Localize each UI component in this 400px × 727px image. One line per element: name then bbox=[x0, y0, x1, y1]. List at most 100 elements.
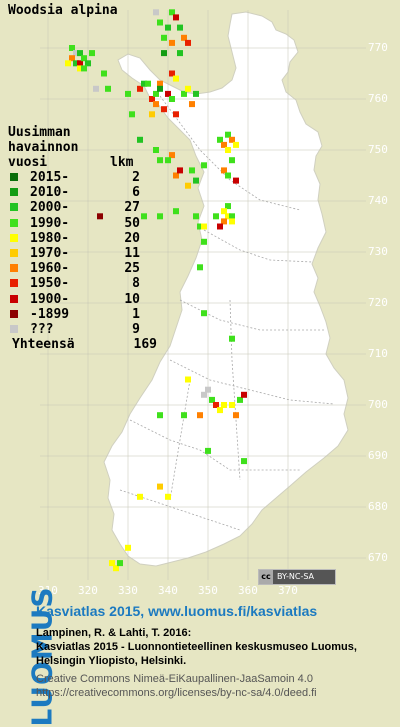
x-axis-label: 360 bbox=[238, 584, 258, 597]
legend-label: 2000- bbox=[30, 200, 70, 216]
legend-count: 8 bbox=[132, 276, 140, 292]
legend-row: 1990- 50 bbox=[8, 216, 158, 231]
legend-heading-2: havainnon bbox=[8, 140, 79, 155]
observation-square bbox=[169, 96, 175, 102]
observation-square bbox=[157, 85, 163, 92]
observation-square bbox=[209, 396, 215, 403]
legend-row: 1900- 10 bbox=[8, 292, 158, 307]
observation-square bbox=[197, 412, 203, 419]
legend-count: 25 bbox=[124, 261, 140, 277]
observation-square bbox=[229, 157, 235, 164]
observation-square bbox=[197, 223, 203, 230]
observation-square bbox=[225, 172, 231, 179]
legend-swatch bbox=[10, 264, 18, 273]
legend-count: 27 bbox=[124, 200, 140, 216]
license-link[interactable]: https://creativecommons.org/licenses/by-… bbox=[36, 687, 317, 699]
observation-square bbox=[229, 136, 235, 143]
y-axis-label: 760 bbox=[368, 92, 388, 105]
observation-square bbox=[189, 167, 195, 174]
y-axis-label: 730 bbox=[368, 245, 388, 258]
observation-square bbox=[169, 152, 175, 159]
legend-label: 1970- bbox=[30, 246, 70, 261]
observation-square bbox=[189, 101, 195, 108]
citation-line-3: Helsingin Yliopisto, Helsinki. bbox=[36, 655, 187, 667]
x-axis-label: 330 bbox=[118, 584, 138, 597]
y-axis-label: 770 bbox=[368, 41, 388, 54]
legend-label: 2010- bbox=[30, 185, 70, 201]
observation-square bbox=[149, 111, 155, 118]
x-axis-label: 320 bbox=[78, 584, 98, 597]
observation-square bbox=[117, 560, 123, 567]
observation-square bbox=[109, 560, 115, 567]
observation-square bbox=[161, 106, 167, 113]
observation-square bbox=[101, 70, 107, 77]
observation-square bbox=[201, 238, 207, 245]
province-borders bbox=[119, 95, 335, 531]
observation-square bbox=[185, 39, 191, 46]
legend-count: 11 bbox=[124, 246, 140, 261]
legend-swatch bbox=[10, 294, 18, 303]
x-axis-label: 370 bbox=[278, 584, 298, 597]
kasviatlas-link[interactable]: Kasviatlas 2015, www.luomus.fi/kasviatla… bbox=[36, 603, 318, 619]
observation-square bbox=[137, 136, 143, 143]
observation-squares bbox=[65, 9, 247, 572]
legend-heading-1: Uusimman bbox=[8, 125, 71, 140]
legend-label: -1899 bbox=[30, 306, 70, 322]
legend-swatch bbox=[10, 218, 18, 227]
observation-square bbox=[201, 162, 207, 169]
legend-row: 1960- 25 bbox=[8, 261, 158, 276]
observation-square bbox=[229, 213, 235, 220]
observation-square bbox=[241, 391, 247, 398]
legend-label: ??? bbox=[30, 322, 54, 337]
y-axis-label: 700 bbox=[368, 398, 388, 411]
license-line-1: Creative Commons Nimeä-EiKaupallinen-Jaa… bbox=[36, 673, 313, 685]
observation-square bbox=[85, 60, 91, 67]
observation-square bbox=[193, 213, 199, 220]
observation-square bbox=[105, 85, 111, 92]
observation-square bbox=[201, 391, 207, 398]
observation-square bbox=[65, 60, 71, 67]
observation-square bbox=[177, 24, 183, 31]
observation-square bbox=[173, 14, 179, 21]
x-axis-label: 310 bbox=[38, 584, 58, 597]
observation-square bbox=[141, 213, 147, 220]
observation-square bbox=[225, 131, 231, 138]
observation-square bbox=[161, 34, 167, 41]
y-axis-label: 680 bbox=[368, 500, 388, 513]
cc-icon: cc bbox=[259, 570, 273, 584]
observation-square bbox=[165, 157, 171, 164]
x-axis-label: 340 bbox=[158, 584, 178, 597]
observation-square bbox=[197, 264, 203, 271]
observation-square bbox=[205, 386, 211, 393]
cc-license-badge[interactable]: cc BY-NC-SA bbox=[258, 569, 336, 585]
legend-count: 50 bbox=[124, 215, 140, 231]
observation-square bbox=[73, 50, 79, 57]
citation-line-2: Kasviatlas 2015 - Luonnontieteellinen ke… bbox=[36, 641, 357, 653]
observation-square bbox=[157, 483, 163, 490]
observation-square bbox=[77, 50, 83, 57]
legend-row: 2000- 27 bbox=[8, 200, 158, 215]
observation-square bbox=[157, 213, 163, 220]
y-axis-label: 720 bbox=[368, 296, 388, 309]
observation-square bbox=[125, 90, 131, 97]
observation-square bbox=[221, 141, 227, 148]
observation-square bbox=[137, 493, 143, 500]
observation-square bbox=[157, 80, 163, 87]
legend-swatch bbox=[10, 233, 18, 242]
legend-swatch bbox=[10, 325, 18, 333]
observation-square bbox=[233, 141, 239, 148]
observation-square bbox=[145, 80, 151, 87]
observation-square bbox=[221, 208, 227, 215]
legend-label: 2015- bbox=[30, 170, 70, 185]
observation-square bbox=[69, 45, 75, 51]
legend-count: 10 bbox=[124, 291, 140, 307]
observation-square bbox=[237, 396, 243, 403]
observation-square bbox=[185, 85, 191, 92]
legend-swatch bbox=[10, 173, 18, 181]
observation-square bbox=[81, 55, 87, 62]
legend-label: 1960- bbox=[30, 261, 70, 277]
observation-square bbox=[225, 213, 231, 220]
legend-heading-3: vuosi bbox=[8, 155, 48, 170]
observation-square bbox=[185, 376, 191, 383]
legend-row: 1970- 11 bbox=[8, 246, 158, 261]
